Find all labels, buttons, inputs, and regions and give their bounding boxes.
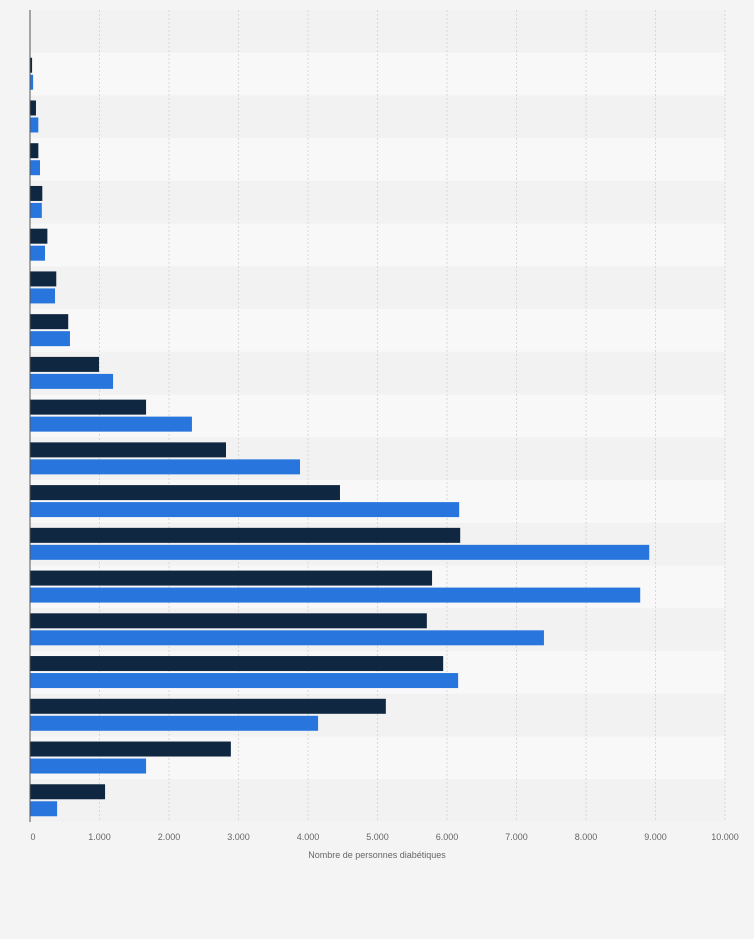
- x-tick-label: 0: [30, 832, 35, 842]
- x-tick-label: 1.000: [88, 832, 111, 842]
- bar-series-2: [30, 587, 641, 603]
- bar-series-2: [30, 459, 301, 475]
- bar-series-2: [30, 502, 460, 518]
- bar-series-2: [30, 758, 147, 774]
- bar-series-2: [30, 373, 114, 389]
- bar-series-2: [30, 416, 192, 432]
- bar-series-1: [30, 399, 147, 415]
- x-axis-label: Nombre de personnes diabétiques: [308, 850, 446, 860]
- bar-series-2: [30, 715, 319, 731]
- bar-series-2: [30, 202, 42, 218]
- bar-series-1: [30, 356, 100, 372]
- x-tick-label: 8.000: [575, 832, 598, 842]
- bar-series-1: [30, 228, 48, 244]
- x-tick-label: 9.000: [644, 832, 667, 842]
- bar-series-1: [30, 271, 57, 287]
- bar-series-2: [30, 245, 46, 261]
- bar-series-1: [30, 100, 36, 116]
- bar-series-2: [30, 288, 56, 304]
- bar-series-1: [30, 570, 433, 586]
- bar-series-1: [30, 485, 340, 501]
- x-tick-label: 10.000: [711, 832, 739, 842]
- bar-series-1: [30, 442, 226, 458]
- bar-series-1: [30, 741, 231, 757]
- x-tick-label: 5.000: [366, 832, 389, 842]
- x-tick-label: 3.000: [227, 832, 250, 842]
- bar-series-1: [30, 57, 33, 73]
- bar-series-2: [30, 160, 41, 176]
- x-tick-label: 4.000: [297, 832, 320, 842]
- bar-series-1: [30, 143, 39, 159]
- bar-series-1: [30, 314, 69, 330]
- bar-series-1: [30, 613, 427, 629]
- bar-series-2: [30, 74, 34, 90]
- bar-series-1: [30, 185, 43, 201]
- bar-series-2: [30, 117, 39, 133]
- bar-series-2: [30, 331, 70, 347]
- bar-series-2: [30, 544, 650, 560]
- bar-series-2: [30, 630, 544, 646]
- bar-series-1: [30, 698, 386, 714]
- x-tick-label: 7.000: [505, 832, 528, 842]
- bar-series-1: [30, 656, 444, 672]
- bar-series-2: [30, 673, 459, 689]
- bar-series-2: [30, 801, 58, 817]
- bar-series-1: [30, 784, 106, 800]
- x-tick-label: 2.000: [158, 832, 181, 842]
- x-tick-label: 6.000: [436, 832, 459, 842]
- bar-series-1: [30, 527, 461, 543]
